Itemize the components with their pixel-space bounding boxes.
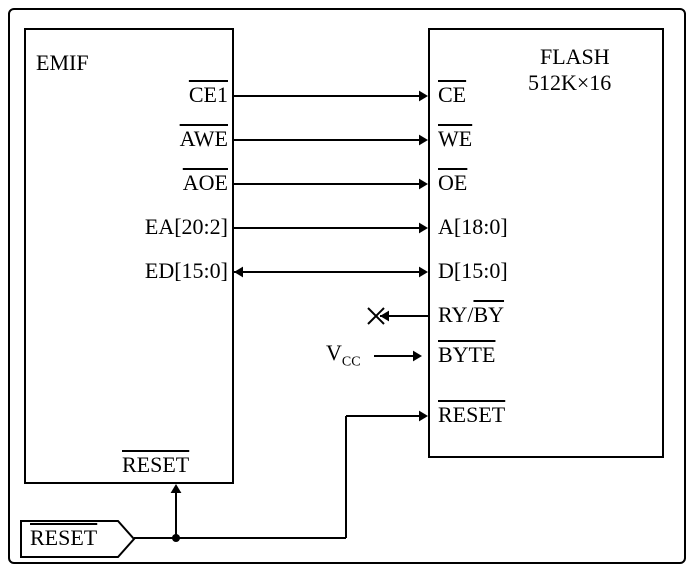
diagram-canvas: EMIF FLASH 512K×16 CE1AWEAOEEA[20:2]ED[1… — [0, 0, 694, 572]
wiring-layer — [0, 0, 694, 572]
